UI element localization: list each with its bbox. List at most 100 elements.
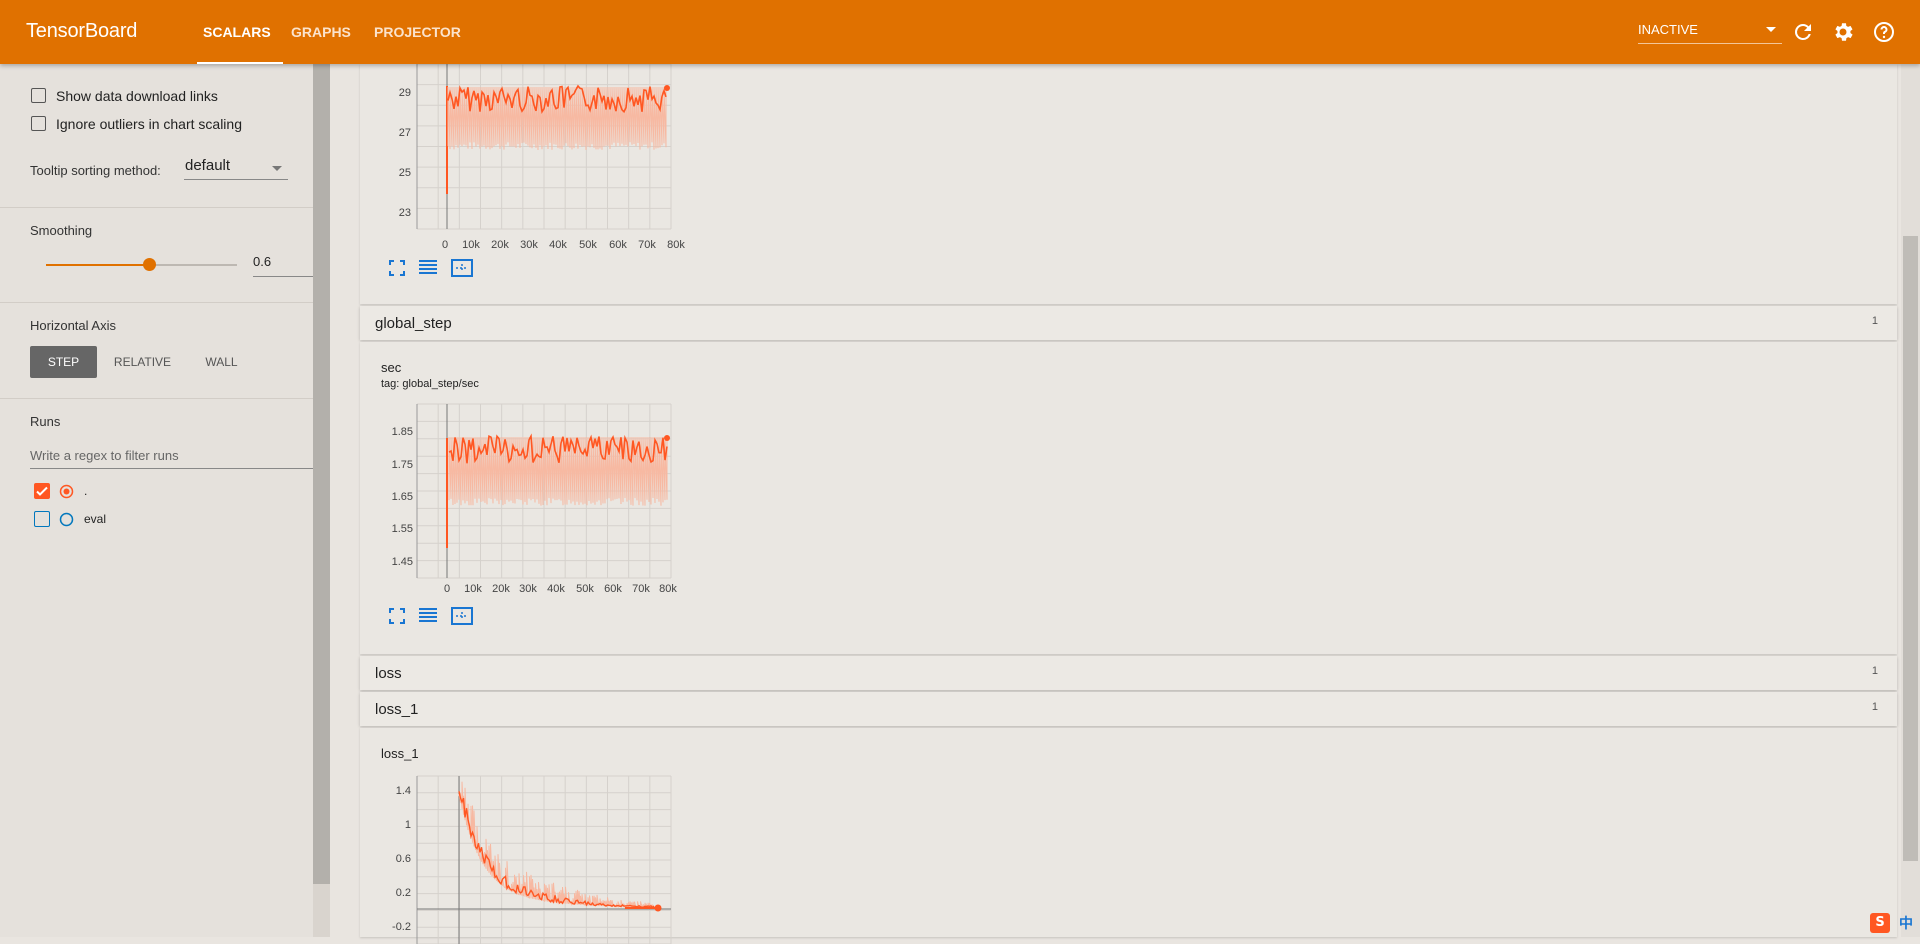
last-point-marker — [664, 85, 670, 91]
tab-scalars[interactable]: SCALARS — [197, 0, 283, 64]
raw-series-line — [447, 86, 667, 150]
axis-relative-button[interactable]: RELATIVE — [113, 355, 172, 369]
x-tick-label: 70k — [638, 239, 656, 251]
smoothing-value-input[interactable]: 0.6 — [253, 254, 313, 277]
x-tick-label: 0 — [444, 583, 450, 594]
chart-title-loss-1: loss_1 — [381, 746, 419, 761]
chart-plot-loss-1[interactable]: 1.4 1 0.6 0.2 -0.2 — [375, 774, 685, 944]
fullscreen-icon[interactable] — [388, 607, 406, 625]
y-tick-label: 1.65 — [392, 491, 413, 503]
y-tick-label: 0.6 — [396, 853, 411, 865]
smoothing-slider[interactable] — [46, 258, 237, 271]
x-tick-label: 60k — [609, 239, 627, 251]
x-tick-label: 60k — [604, 583, 622, 594]
section-header-global-step[interactable]: global_step 1 — [360, 306, 1897, 340]
section-count-loss-1: 1 — [1871, 701, 1878, 713]
raw-series-line — [448, 436, 668, 506]
run-checkbox-eval[interactable] — [34, 511, 50, 527]
smoothed-series-line — [447, 84, 667, 114]
chevron-down-icon — [272, 166, 282, 171]
check-icon — [36, 486, 48, 496]
chart-card-top: 29 27 25 23 0 10k 20k 30k 40k 50k 60k 70k 80k — [360, 64, 1897, 304]
y-tick-label: 1.45 — [392, 556, 413, 568]
section-title-loss-1: loss_1 — [375, 701, 419, 718]
toggle-log-scale-icon[interactable] — [418, 607, 438, 625]
chart-card-sec: sec tag: global_step/sec 1.85 1.75 1.65 1.5… — [360, 342, 1897, 654]
inactive-dashboards-select[interactable]: INACTIVE — [1638, 19, 1782, 44]
help-icon[interactable] — [1872, 20, 1896, 44]
ignore-outliers-checkbox[interactable] — [31, 116, 46, 131]
run-color-radio-eval[interactable] — [59, 512, 74, 527]
section-count-global-step: 1 — [1871, 315, 1878, 327]
section-title-global-step: global_step — [375, 315, 452, 332]
x-tick-label: 70k — [632, 583, 650, 594]
chart-plot-sec[interactable]: 1.85 1.75 1.65 1.55 1.45 0 10k 20k 30k 40k 50k 60k 7… — [375, 398, 685, 594]
chevron-down-icon — [1766, 27, 1776, 32]
show-download-links-label: Show data download links — [56, 88, 218, 104]
run-checkbox-dot[interactable] — [34, 483, 50, 499]
refresh-icon[interactable] — [1791, 20, 1815, 44]
y-tick-label: 29 — [399, 87, 411, 99]
run-name-dot: . — [84, 484, 88, 498]
inactive-select-label: INACTIVE — [1638, 22, 1698, 37]
smoothing-label: Smoothing — [30, 223, 93, 238]
app-title: TensorBoard — [26, 20, 138, 42]
show-download-links-checkbox[interactable] — [31, 88, 46, 103]
ime-chinese-indicator[interactable]: 中 — [1899, 916, 1913, 932]
x-tick-label: 20k — [491, 239, 509, 251]
last-point-marker — [654, 904, 662, 912]
section-header-loss[interactable]: loss 1 — [360, 656, 1897, 690]
fit-domain-icon[interactable] — [450, 259, 473, 277]
y-tick-label: 1.55 — [392, 523, 413, 535]
chart-plot-top[interactable]: 29 27 25 23 0 10k 20k 30k 40k 50k 60k 70k 80k — [375, 64, 685, 260]
raw-series-line — [458, 781, 655, 910]
section-count-loss: 1 — [1871, 665, 1878, 677]
section-header-loss-1[interactable]: loss_1 1 — [360, 692, 1897, 726]
x-tick-label: 40k — [549, 239, 567, 251]
run-name-eval: eval — [84, 512, 107, 526]
x-tick-label: 10k — [464, 583, 482, 594]
fullscreen-icon[interactable] — [388, 259, 406, 277]
smoothing-slider-knob[interactable] — [143, 258, 157, 271]
ime-sogou-icon[interactable]: S — [1870, 913, 1890, 933]
fit-domain-icon[interactable] — [450, 607, 473, 625]
y-tick-label: 25 — [399, 167, 411, 179]
axis-wall-button[interactable]: WALL — [205, 355, 238, 369]
x-tick-label: 80k — [659, 583, 677, 594]
toggle-log-scale-icon[interactable] — [418, 259, 438, 277]
y-tick-label: 1.4 — [396, 785, 411, 797]
sidebar-scrollbar-thumb[interactable] — [313, 64, 330, 884]
top-app-bar: TensorBoard SCALARS GRAPHS PROJECTOR INA… — [0, 0, 1920, 64]
divider — [0, 207, 313, 208]
y-tick-label: 23 — [399, 207, 411, 219]
x-tick-label: 10k — [462, 239, 480, 251]
ignore-outliers-label: Ignore outliers in chart scaling — [56, 116, 242, 132]
y-tick-label: 0.2 — [396, 887, 411, 899]
chart-tag-sec: tag: global_step/sec — [381, 378, 479, 390]
runs-label: Runs — [30, 414, 61, 429]
run-color-radio-dot[interactable] — [59, 484, 74, 499]
x-tick-label: 30k — [519, 583, 537, 594]
runs-filter-placeholder: Write a regex to filter runs — [30, 448, 179, 463]
sidebar: Show data download links Ignore outliers… — [0, 64, 313, 937]
smoothing-value: 0.6 — [253, 254, 272, 269]
tab-projector[interactable]: PROJECTOR — [374, 24, 461, 40]
chart-toolbar-top — [388, 259, 473, 282]
chart-title-sec: sec — [381, 360, 402, 375]
x-tick-label: 80k — [667, 239, 685, 251]
x-tick-label: 0 — [442, 239, 448, 251]
divider — [0, 302, 313, 303]
main-scrollbar-thumb[interactable] — [1903, 236, 1918, 861]
smoothing-slider-fill — [46, 264, 150, 266]
settings-gear-icon[interactable] — [1831, 20, 1855, 44]
tab-graphs[interactable]: GRAPHS — [291, 24, 351, 40]
x-tick-label: 20k — [492, 583, 510, 594]
tooltip-sorting-label: Tooltip sorting method: — [30, 163, 161, 178]
runs-filter-input[interactable]: Write a regex to filter runs — [30, 444, 313, 469]
x-tick-label: 40k — [547, 583, 565, 594]
axis-step-button[interactable]: STEP — [30, 346, 97, 378]
section-title-loss: loss — [375, 665, 402, 682]
tooltip-sorting-dropdown[interactable]: default — [184, 157, 288, 180]
x-tick-label: 30k — [520, 239, 538, 251]
horizontal-axis-label: Horizontal Axis — [30, 318, 116, 333]
